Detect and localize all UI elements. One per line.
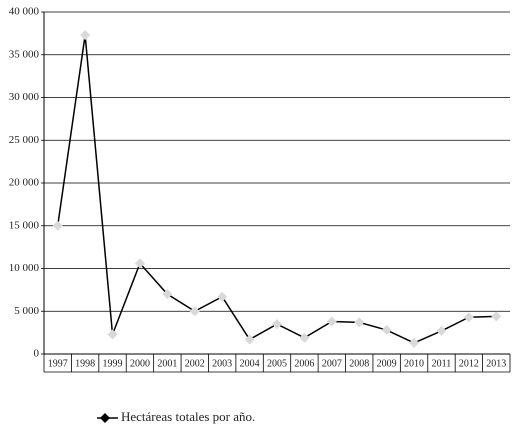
data-point bbox=[80, 30, 91, 41]
data-point bbox=[189, 306, 200, 317]
data-point bbox=[436, 325, 447, 336]
x-tick-label: 2002 bbox=[185, 358, 205, 369]
y-tick-label: 10 000 bbox=[9, 262, 40, 274]
data-point bbox=[381, 325, 392, 336]
data-point bbox=[107, 329, 118, 340]
data-point bbox=[299, 332, 310, 343]
x-tick-label: 2004 bbox=[240, 358, 260, 369]
data-point bbox=[244, 334, 255, 345]
y-tick-label: 35 000 bbox=[9, 48, 40, 60]
x-tick-label: 1997 bbox=[48, 358, 68, 369]
y-tick-label: 30 000 bbox=[9, 91, 40, 103]
data-point bbox=[52, 220, 63, 231]
x-tick-label: 2013 bbox=[486, 358, 506, 369]
x-tick-label: 2012 bbox=[459, 358, 479, 369]
y-tick-label: 20 000 bbox=[9, 177, 40, 189]
data-point bbox=[162, 289, 173, 300]
x-tick-label: 2005 bbox=[267, 358, 287, 369]
x-tick-label: 2007 bbox=[322, 358, 342, 369]
y-tick-label: 25 000 bbox=[9, 134, 40, 146]
x-tick-label: 1999 bbox=[103, 358, 123, 369]
x-tick-label: 2011 bbox=[432, 358, 452, 369]
data-point bbox=[326, 316, 337, 327]
data-point bbox=[463, 312, 474, 323]
x-tick-label: 2010 bbox=[404, 358, 424, 369]
x-tick-label: 2006 bbox=[294, 358, 314, 369]
x-tick-label: 2003 bbox=[212, 358, 232, 369]
data-point bbox=[491, 311, 502, 322]
data-point bbox=[272, 319, 282, 330]
y-tick-label: 15 000 bbox=[9, 219, 40, 231]
x-tick-label: 2008 bbox=[349, 358, 369, 369]
x-tick-label: 1998 bbox=[75, 358, 95, 369]
data-point bbox=[134, 258, 145, 269]
x-tick-label: 2009 bbox=[377, 358, 397, 369]
legend-label: Hectáreas totales por año. bbox=[121, 409, 255, 424]
legend-marker bbox=[100, 413, 110, 423]
data-point bbox=[217, 291, 228, 302]
x-tick-label: 2001 bbox=[157, 358, 177, 369]
y-tick-label: 40 000 bbox=[9, 6, 40, 18]
y-tick-label: 0 bbox=[34, 348, 40, 360]
data-point bbox=[409, 337, 420, 348]
y-tick-label: 5 000 bbox=[14, 305, 39, 317]
x-tick-label: 2000 bbox=[130, 358, 150, 369]
series-line bbox=[56, 34, 497, 344]
data-point bbox=[354, 317, 365, 328]
